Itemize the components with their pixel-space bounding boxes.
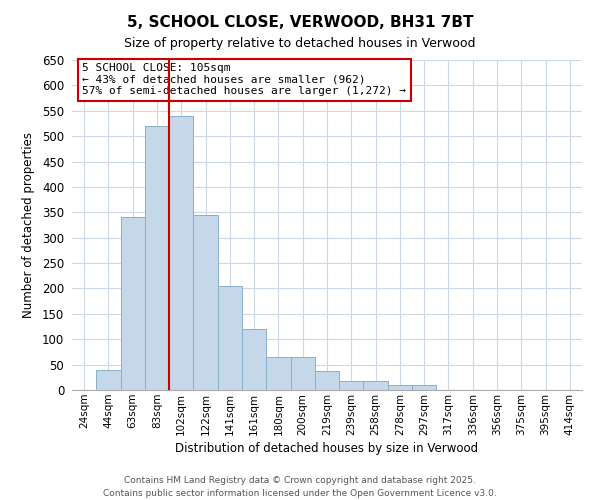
Text: Contains HM Land Registry data © Crown copyright and database right 2025.
Contai: Contains HM Land Registry data © Crown c… [103, 476, 497, 498]
Bar [315, 370, 339, 390]
Text: 5, SCHOOL CLOSE, VERWOOD, BH31 7BT: 5, SCHOOL CLOSE, VERWOOD, BH31 7BT [127, 15, 473, 30]
Bar [242, 329, 266, 390]
Bar [290, 357, 315, 390]
Bar [412, 385, 436, 390]
Bar [145, 126, 169, 390]
Bar [266, 357, 290, 390]
X-axis label: Distribution of detached houses by size in Verwood: Distribution of detached houses by size … [175, 442, 479, 455]
Bar [193, 215, 218, 390]
Y-axis label: Number of detached properties: Number of detached properties [22, 132, 35, 318]
Bar [364, 381, 388, 390]
Bar [121, 218, 145, 390]
Bar [96, 370, 121, 390]
Bar [218, 286, 242, 390]
Text: Size of property relative to detached houses in Verwood: Size of property relative to detached ho… [124, 38, 476, 51]
Bar [388, 385, 412, 390]
Bar [169, 116, 193, 390]
Text: 5 SCHOOL CLOSE: 105sqm
← 43% of detached houses are smaller (962)
57% of semi-de: 5 SCHOOL CLOSE: 105sqm ← 43% of detached… [82, 64, 406, 96]
Bar [339, 381, 364, 390]
